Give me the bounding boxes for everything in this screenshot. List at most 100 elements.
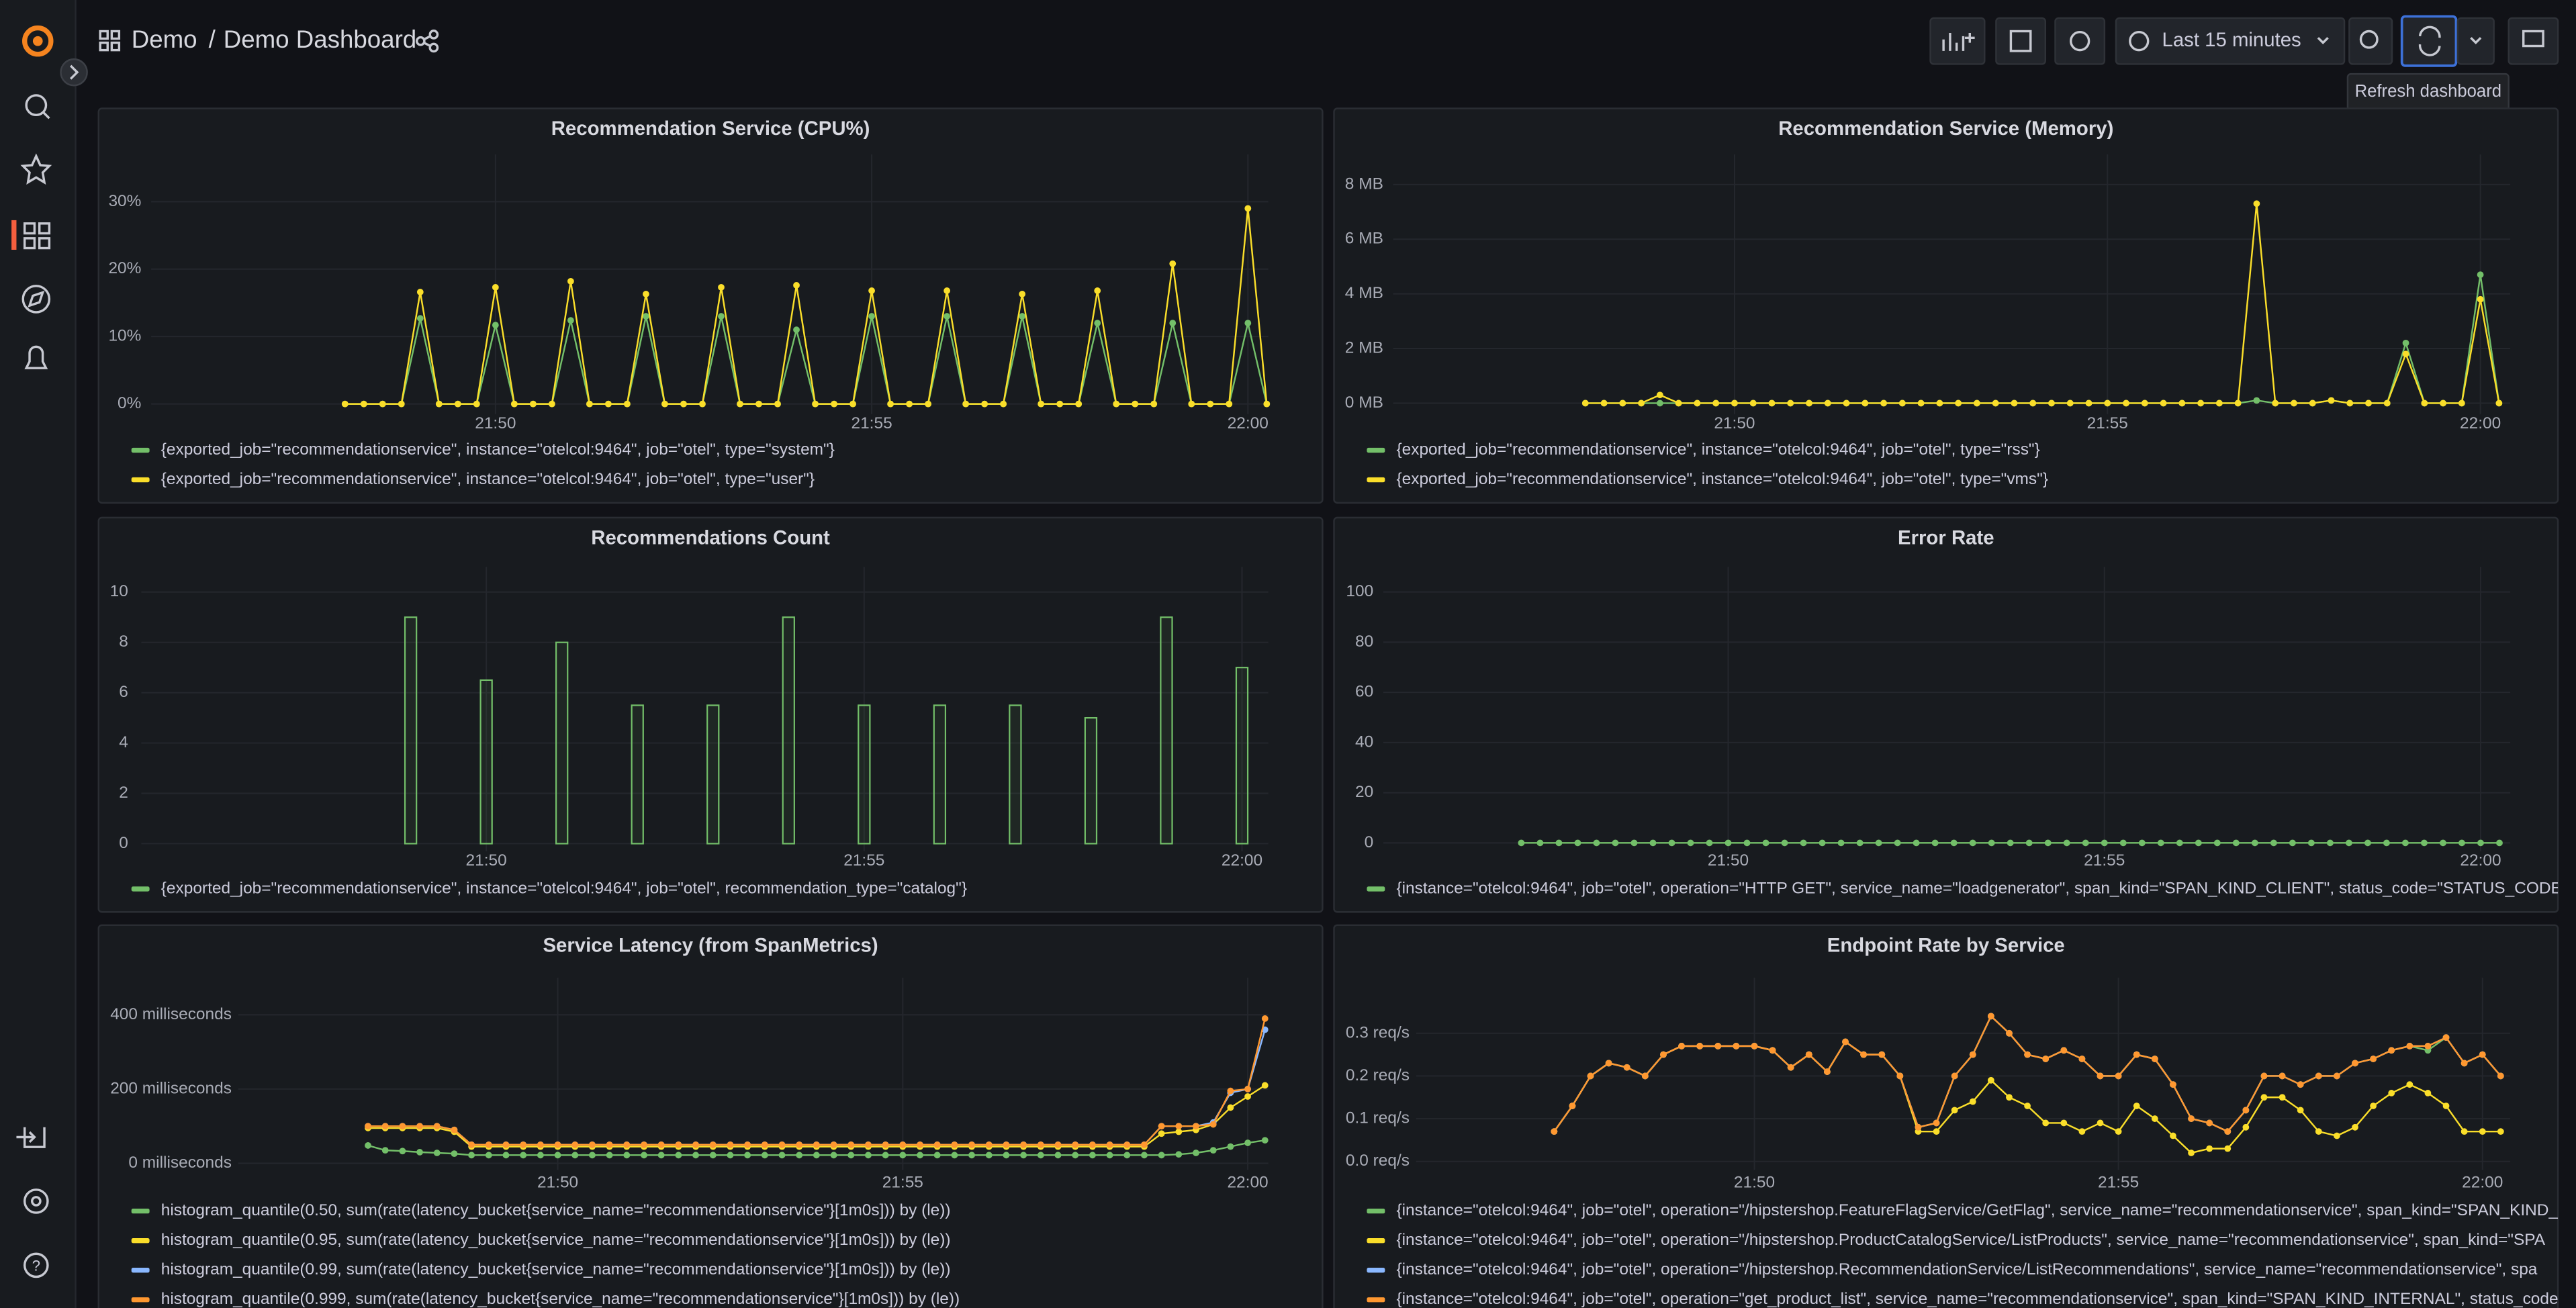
explore-icon[interactable]	[21, 285, 51, 314]
data-point	[1141, 1152, 1148, 1159]
data-point	[2024, 1103, 2031, 1109]
sidebar	[0, 0, 76, 1308]
dashboards-icon[interactable]	[23, 222, 51, 250]
bar	[631, 704, 644, 845]
data-point	[381, 1147, 389, 1154]
refresh-interval-button[interactable]	[2456, 17, 2495, 65]
data-point	[2170, 1132, 2176, 1139]
kiosk-button[interactable]	[2508, 17, 2559, 65]
data-point	[718, 283, 725, 291]
panel	[97, 924, 1324, 1308]
apps-icon[interactable]	[99, 30, 121, 52]
data-point	[2309, 400, 2316, 407]
search-icon[interactable]	[25, 94, 48, 117]
data-point	[2352, 1123, 2358, 1131]
data-point	[830, 1141, 837, 1148]
data-point	[847, 1141, 855, 1148]
save-button[interactable]	[1995, 17, 2047, 65]
y-tick-label: 200 milliseconds	[110, 1079, 232, 1097]
data-point	[737, 400, 743, 408]
data-point	[554, 1141, 561, 1148]
data-point	[1261, 1137, 1269, 1144]
alerting-icon[interactable]	[24, 345, 48, 369]
data-point	[1768, 400, 1776, 407]
bar	[1009, 704, 1022, 845]
data-point	[1974, 400, 1980, 407]
y-tick-label: 8 MB	[1345, 175, 1383, 193]
x-tick-label: 22:00	[2460, 414, 2501, 432]
data-point	[1261, 1015, 1269, 1022]
panel-title: Service Latency (from SpanMetrics)	[543, 934, 878, 956]
data-point	[1551, 1128, 1558, 1135]
data-point	[2115, 1072, 2122, 1080]
legend-label: histogram_quantile(0.999, sum(rate(laten…	[161, 1290, 960, 1308]
data-point	[1861, 400, 1869, 407]
bar	[479, 679, 493, 845]
data-point	[761, 1141, 768, 1148]
x-tick-label: 21:55	[2084, 851, 2125, 870]
data-point	[2138, 839, 2146, 847]
settings-button[interactable]	[2054, 17, 2106, 65]
data-point	[624, 400, 631, 408]
data-point	[680, 400, 687, 408]
time-picker[interactable]	[2115, 17, 2346, 65]
data-point	[643, 291, 649, 297]
data-point	[537, 1141, 544, 1148]
data-point	[1261, 1082, 1269, 1089]
share-icon[interactable]	[415, 30, 439, 53]
expand-sidebar-button[interactable]	[60, 58, 88, 87]
data-point	[1518, 839, 1525, 847]
data-point	[699, 400, 706, 408]
zoom-out-icon	[2359, 30, 2379, 49]
y-tick-label: 40	[1355, 733, 1373, 751]
data-point	[451, 1150, 458, 1158]
data-point	[416, 289, 424, 295]
help-icon[interactable]	[23, 1252, 49, 1278]
data-point	[985, 1152, 993, 1159]
data-point	[657, 1152, 665, 1159]
data-point	[1244, 1093, 1251, 1100]
data-point	[692, 1141, 699, 1148]
add-panel-button[interactable]	[1929, 17, 1986, 65]
legend-swatch	[1367, 1268, 1385, 1273]
data-point	[1094, 320, 1101, 327]
data-point	[1936, 400, 1943, 407]
settings-button-icon	[2070, 31, 2090, 52]
data-point	[529, 400, 537, 408]
refresh-button[interactable]	[2400, 15, 2458, 67]
y-tick-label: 6	[119, 683, 128, 701]
data-point	[1687, 839, 1694, 847]
data-point	[744, 1141, 751, 1148]
data-point	[641, 1152, 647, 1159]
data-point	[554, 1152, 561, 1159]
settings-icon[interactable]	[23, 1188, 49, 1214]
zoom-out-button[interactable]	[2348, 17, 2393, 65]
data-point	[1824, 1068, 1831, 1075]
data-point	[451, 1126, 458, 1133]
breadcrumb-folder[interactable]: Demo	[132, 26, 197, 53]
x-tick-label: 21:55	[882, 1173, 923, 1191]
bar	[1160, 616, 1173, 845]
x-tick-label: 21:50	[1734, 1173, 1775, 1191]
data-point	[1175, 1128, 1183, 1135]
x-tick-label: 21:55	[851, 414, 892, 432]
legend-swatch	[1367, 1208, 1385, 1214]
sign-in-icon[interactable]	[16, 1127, 46, 1148]
logo[interactable]	[22, 25, 54, 57]
starred-icon[interactable]	[20, 153, 52, 185]
legend-swatch	[131, 1297, 150, 1303]
data-point	[2479, 1128, 2486, 1135]
data-point	[1880, 400, 1887, 407]
x-tick-label: 21:55	[2087, 414, 2128, 432]
data-point	[2364, 839, 2371, 847]
data-point	[2291, 400, 2297, 407]
data-point	[1020, 1141, 1027, 1148]
data-point	[605, 400, 612, 408]
panel-title: Recommendation Service (CPU%)	[551, 118, 870, 140]
data-point	[623, 1152, 631, 1159]
legend-label: histogram_quantile(0.95, sum(rate(latenc…	[161, 1231, 951, 1249]
refresh-icon	[2418, 26, 2441, 56]
breadcrumb-dashboard[interactable]: Demo Dashboard	[224, 26, 416, 53]
data-point	[1781, 839, 1788, 847]
data-point	[365, 1142, 371, 1149]
